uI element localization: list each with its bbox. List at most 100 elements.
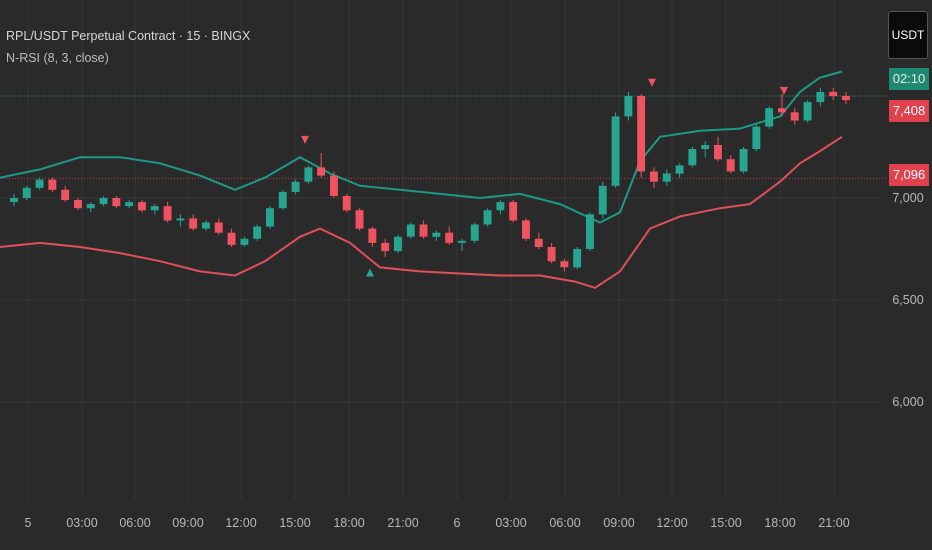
candle-body (816, 91, 825, 103)
time-axis-label: 06:00 (119, 516, 150, 530)
candle-body (189, 218, 198, 229)
price-line-badge: 7,096 (889, 164, 929, 186)
candle (726, 155, 735, 174)
candle (611, 112, 620, 188)
candle-body (560, 261, 569, 268)
sell-signal-marker (780, 86, 788, 95)
buy-signal-marker (366, 268, 374, 277)
candle (752, 124, 761, 152)
last-price-badge: 7,408 (889, 100, 929, 122)
candle (586, 212, 594, 252)
candle (765, 106, 774, 129)
candle (483, 208, 492, 227)
candle-body (470, 224, 479, 241)
candle (163, 202, 172, 223)
candle-body (214, 222, 223, 233)
candle-body (138, 202, 146, 211)
candle (189, 214, 198, 231)
candle (394, 234, 402, 254)
candle (714, 136, 722, 162)
time-axis-label: 12:00 (656, 516, 687, 530)
candle (573, 246, 582, 270)
candle (368, 226, 377, 247)
candle (675, 163, 684, 178)
candle-body (483, 210, 492, 225)
candle-body (176, 218, 185, 221)
candle-body (829, 91, 838, 96)
indicator-bands (0, 70, 843, 289)
candle (432, 230, 441, 241)
candle (650, 167, 658, 188)
candlestick-series (10, 87, 850, 272)
time-axis-label: 15:00 (279, 516, 310, 530)
price-axis-label: 6,000 (892, 395, 923, 409)
candle (662, 169, 671, 186)
candle (701, 140, 710, 158)
candle (445, 226, 454, 245)
candle (74, 198, 82, 211)
candle-body (765, 108, 774, 127)
countdown-badge: 02:10 (889, 68, 929, 90)
candle (534, 232, 543, 249)
price-axis-label: 7,000 (892, 191, 923, 205)
time-axis-label: 21:00 (818, 516, 849, 530)
candle (496, 200, 505, 215)
candle (99, 195, 108, 207)
price-axis-label: 6,500 (892, 293, 923, 307)
candle-body (573, 249, 582, 268)
candle (22, 185, 31, 201)
currency-badge[interactable]: USDT (888, 11, 928, 59)
candle (688, 147, 697, 168)
time-axis-label: 12:00 (225, 516, 256, 530)
candle (304, 165, 313, 184)
candle-body (509, 202, 518, 221)
candle (291, 179, 300, 194)
candle (803, 100, 812, 123)
candle-body (675, 165, 684, 174)
candle-body (419, 224, 428, 237)
symbol-title[interactable]: RPL/USDT Perpetual Contract · 15 · BINGX (6, 29, 251, 43)
candle-body (752, 126, 761, 149)
candle (560, 259, 569, 272)
candle (278, 189, 287, 211)
candle-body (330, 175, 338, 196)
signal-markers (301, 78, 788, 277)
candle-body (10, 198, 18, 203)
price-axis[interactable]: 7,000 6,500 6,000 (892, 191, 923, 409)
candle (317, 153, 326, 178)
candle (138, 200, 146, 213)
candle-body (458, 240, 466, 243)
upper-band-line (0, 70, 843, 224)
time-axis-label: 18:00 (764, 516, 795, 530)
candle-body (202, 222, 210, 229)
candle (176, 214, 185, 227)
candle (547, 242, 556, 264)
candle (253, 224, 262, 241)
candle-body (586, 214, 594, 249)
candle-body (406, 224, 415, 237)
candle-body (342, 196, 351, 211)
candle (355, 208, 364, 231)
candle-body (534, 238, 543, 247)
candle (10, 193, 18, 207)
sell-signal-marker (648, 78, 656, 87)
candle-body (496, 202, 505, 211)
time-axis-label: 18:00 (333, 516, 364, 530)
candle-body (381, 242, 390, 252)
candle-body (150, 206, 159, 211)
candle-body (266, 208, 274, 227)
time-axis[interactable]: 5 03:00 06:00 09:00 12:00 15:00 18:00 21:00 6 03:… (25, 516, 850, 530)
candle (778, 93, 786, 117)
candle (522, 218, 530, 241)
candle (739, 147, 748, 174)
candle-body (112, 198, 121, 207)
candle-body (125, 202, 134, 207)
candle-body (688, 149, 697, 166)
time-axis-label: 6 (454, 516, 461, 530)
indicator-title[interactable]: N-RSI (8, 3, close) (6, 51, 109, 65)
candle-body (650, 171, 658, 182)
candle (419, 220, 428, 239)
candle-body (61, 189, 70, 200)
candle-body (240, 238, 249, 245)
